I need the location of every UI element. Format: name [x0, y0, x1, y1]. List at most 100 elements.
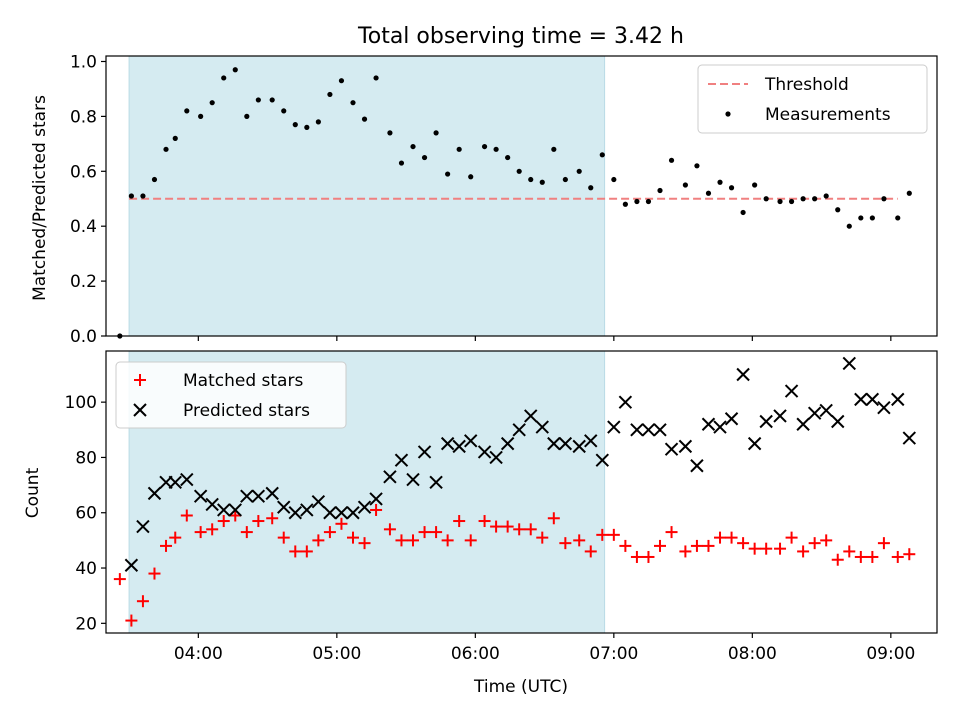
predicted-point [512, 423, 526, 437]
measurement-point [622, 201, 628, 207]
matched-point [596, 528, 609, 541]
measurement-point [151, 176, 158, 183]
predicted-point [147, 486, 162, 501]
matched-point [702, 539, 715, 552]
measurement-point [445, 171, 451, 177]
measurement-point [255, 97, 261, 103]
measurement-point [812, 196, 818, 202]
x-tick-label: 05:00 [312, 644, 361, 664]
matched-point [737, 537, 750, 550]
predicted-point [773, 409, 787, 423]
matched-point [312, 534, 325, 547]
matched-point [430, 526, 443, 539]
top-axes-frame [105, 55, 938, 337]
measurement-point [528, 176, 534, 183]
predicted-point [713, 420, 727, 434]
measurement-point [740, 209, 746, 216]
matched-point [169, 531, 182, 544]
matched-point [194, 526, 207, 539]
legend-measurement-label: Measurements [765, 105, 891, 125]
matched-point [820, 534, 833, 547]
matched-point [642, 550, 655, 563]
predicted-point [251, 489, 266, 503]
predicted-point [584, 434, 598, 448]
predicted-point [747, 436, 762, 451]
matched-point [501, 520, 514, 533]
predicted-point [854, 392, 868, 407]
measurement-point [350, 100, 356, 106]
matched-point [690, 539, 703, 552]
predicted-point [440, 436, 455, 451]
measurement-point [315, 119, 321, 125]
predicted-point [357, 500, 372, 514]
measurement-point [835, 207, 841, 213]
predicted-point [124, 558, 139, 572]
measurement-point [421, 154, 428, 161]
measurement-point [694, 163, 700, 169]
matched-point [252, 515, 265, 528]
measurement-point [398, 160, 405, 166]
predicted-point [383, 470, 397, 484]
matched-point [748, 542, 761, 555]
measurement-point [763, 196, 769, 202]
predicted-point [842, 356, 856, 371]
matched-point [607, 528, 620, 541]
matched-point [383, 523, 396, 536]
predicted-point [891, 392, 905, 407]
y-tick-label: 0.0 [70, 327, 97, 347]
predicted-point [641, 423, 656, 437]
predicted-point [736, 367, 750, 382]
matched-point [584, 545, 597, 558]
matched-point [866, 550, 879, 563]
top-legend: Threshold Measurements [697, 64, 928, 134]
measurement-point [493, 146, 499, 152]
matched-point [679, 545, 692, 558]
matched-point [785, 531, 798, 544]
matched-point [774, 542, 787, 555]
predicted-point [547, 436, 561, 451]
measurement-point [505, 154, 511, 161]
measurement-point [468, 174, 474, 180]
predicted-point [618, 395, 633, 409]
predicted-point [265, 486, 279, 501]
predicted-point [193, 489, 208, 503]
measurement-point [361, 116, 368, 122]
matched-point [478, 515, 491, 528]
measurement-point [717, 179, 723, 185]
measurement-point [539, 179, 545, 185]
matched-point [654, 539, 666, 552]
matched-point [725, 531, 738, 544]
top-chart-title: Total observing time = 3.42 h [357, 24, 684, 49]
measurement-point [611, 176, 617, 183]
matched-point [358, 537, 371, 550]
predicted-point [724, 412, 739, 426]
predicted-point [228, 503, 242, 517]
predicted-point [784, 384, 799, 398]
y-tick-label: 60 [75, 504, 97, 524]
x-tick-label: 04:00 [174, 644, 223, 664]
predicted-point [429, 475, 443, 490]
legend-measurement-marker [725, 111, 731, 117]
measurement-point [128, 193, 134, 199]
predicted-point [489, 450, 503, 465]
matched-point [335, 517, 348, 530]
predicted-point [217, 503, 231, 517]
measurement-point [481, 143, 488, 150]
measurement-point [668, 157, 675, 163]
measurement-point [198, 113, 204, 119]
measurement-point [846, 223, 852, 229]
legend-matched-label: Matched stars [183, 371, 303, 391]
x-axis-label: Time (UTC) [473, 677, 568, 697]
matched-point [136, 595, 149, 608]
matched-point [619, 539, 632, 552]
y-tick-label: 0.8 [70, 107, 97, 127]
measurement-point [373, 75, 379, 81]
matched-point [559, 537, 572, 550]
predicted-point [558, 436, 573, 451]
x-tick-label: 09:00 [866, 644, 915, 664]
y-tick-label: 40 [75, 559, 97, 579]
matched-point [289, 545, 302, 558]
matched-point [407, 534, 420, 547]
matched-point [877, 537, 890, 550]
matched-point [490, 520, 503, 533]
